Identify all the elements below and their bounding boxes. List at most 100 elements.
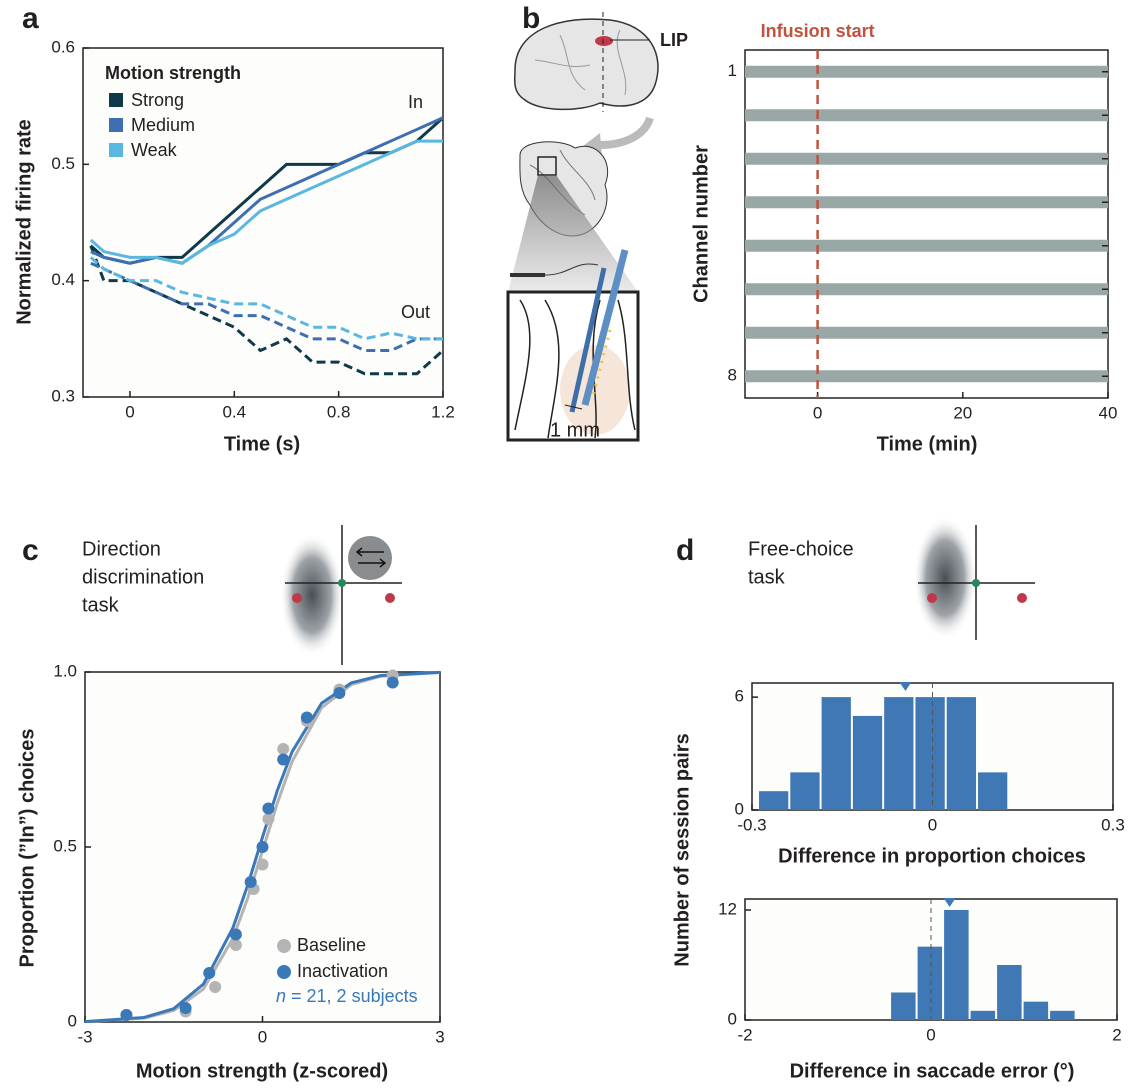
legend-swatch [109,143,123,157]
y-tick-label: 0.4 [51,270,75,289]
legend-label: Baseline [297,935,366,955]
data-point [230,929,242,941]
bar [891,993,916,1021]
panel-label: a [22,2,39,35]
legend-title: Motion strength [105,63,241,83]
data-point [257,859,269,871]
x-tick-label: 0.4 [222,402,246,421]
brain-schematic: LIP 1 mm [508,12,688,441]
task-schematic [280,525,402,665]
x-tick-label: 2 [1112,1025,1121,1044]
x-tick-label: 0 [926,1025,935,1044]
legend-marker [277,965,291,979]
task-label: discrimination [82,566,204,588]
data-point [277,754,289,766]
x-tick-label: -2 [737,1025,752,1044]
x-axis-title: Time (s) [224,433,300,455]
legend-label: Medium [131,115,195,135]
data-point [120,1009,132,1021]
legend-label: Weak [131,140,178,160]
bar [1024,1002,1049,1020]
note: n = 21, 2 subjects [276,986,418,1006]
figure: LIP 1 mm Direction discrimination task Free… [0,0,1137,1088]
trace [745,370,1108,382]
y-tick-label: 0.5 [53,836,77,855]
y-tick-label: 1.0 [53,661,77,680]
annotation: In [408,92,423,112]
data-point [262,813,274,825]
task-label: task [748,566,786,588]
x-tick-label: 0 [125,402,134,421]
bar [978,772,1007,810]
bar [884,697,913,810]
data-point [230,939,242,951]
x-axis-title: Time (min) [877,433,978,455]
panel-label: d [676,534,694,567]
bar [1050,1011,1075,1020]
x-tick-label: 40 [1099,403,1118,422]
data-point [180,1002,192,1014]
bar [918,947,943,1020]
y-tick-label: 0.3 [51,386,75,405]
x-tick-label: -3 [77,1027,92,1046]
plot-frame [745,50,1108,398]
x-tick-label: 1.2 [431,402,455,421]
trace [745,283,1108,295]
x-axis-title: Difference in saccade error (°) [790,1060,1075,1082]
bar [790,772,819,810]
task-label: Free-choice [748,538,854,560]
x-tick-label: 3 [435,1027,444,1046]
y-axis-title: Number of session pairs [671,733,693,966]
y-tick-label: 0 [735,799,744,818]
bar [853,716,882,810]
scale-label: 1 mm [550,419,600,441]
infusion-label: Infusion start [761,21,875,41]
legend-label: Inactivation [297,961,388,981]
data-point [203,967,215,979]
y-axis-title: Proportion (”In”) choices [16,729,38,968]
data-point [245,876,257,888]
x-tick-label: 0 [258,1027,267,1046]
trace [745,327,1108,339]
data-point [301,712,313,724]
y-tick-label: 1 [728,61,737,80]
panel-label: c [22,534,39,567]
y-tick-label: 0 [68,1011,77,1030]
bar [759,791,788,810]
legend-swatch [109,118,123,132]
bar [997,965,1022,1020]
bar [915,697,944,810]
data-point [257,841,269,853]
bar [947,697,976,810]
panel-label: b [522,2,540,35]
y-tick-label: 12 [718,899,737,918]
legend-swatch [109,93,123,107]
task-schematic [913,516,1035,640]
x-tick-label: 20 [953,403,972,422]
y-tick-label: 0 [728,1009,737,1028]
y-axis-title: Channel number [690,145,712,303]
data-point [387,677,399,689]
task-label: Direction [82,538,161,560]
x-tick-label: 0.8 [327,402,351,421]
data-point [277,743,289,755]
data-point [333,687,345,699]
note-part: = 21, 2 subjects [286,986,418,1006]
bar [971,1011,996,1020]
legend-label: Strong [131,90,184,110]
trace [745,153,1108,165]
trace [745,66,1108,78]
task-label: task [82,594,120,616]
data-point [209,981,221,993]
legend-marker [277,939,291,953]
bar [822,697,851,810]
data-point [262,803,274,815]
note-part: n [276,986,286,1006]
y-tick-label: 8 [728,366,737,385]
y-tick-label: 0.5 [51,154,75,173]
x-tick-label: 0.3 [1101,815,1125,834]
trace [745,109,1108,121]
x-axis-title: Difference in proportion choices [778,845,1086,867]
annotation: Out [401,302,430,322]
y-tick-label: 0.6 [51,37,75,56]
